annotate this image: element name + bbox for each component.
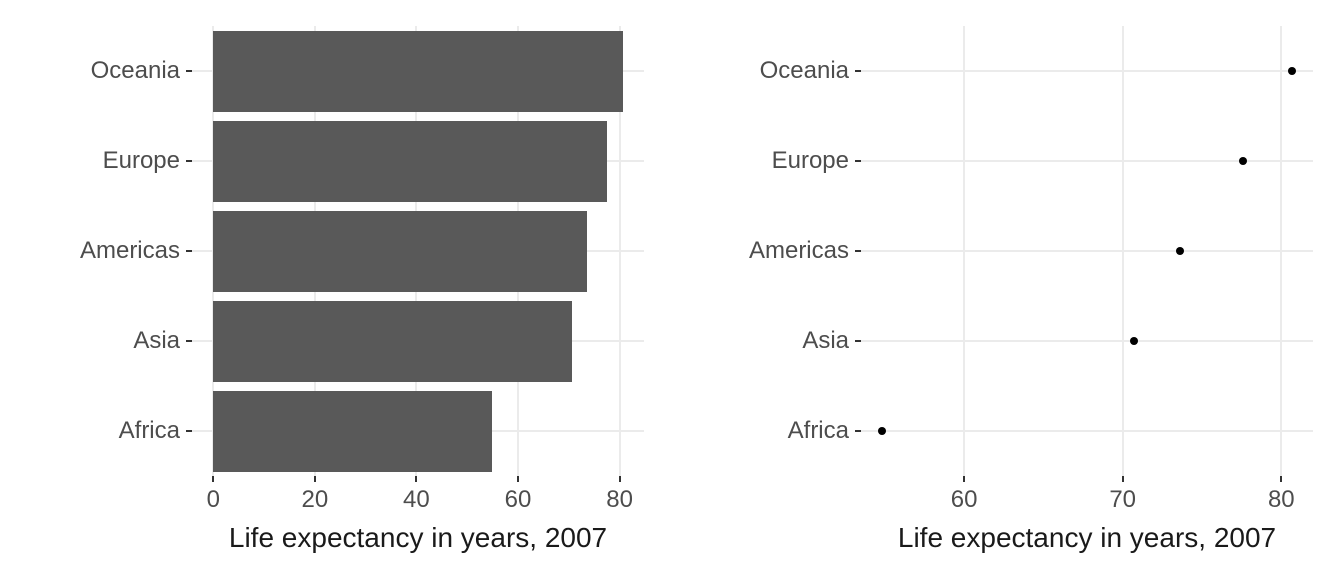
bar-x-tick-label: 40 xyxy=(403,486,430,514)
dot-americas xyxy=(1176,247,1184,255)
bar-x-tick xyxy=(415,476,417,482)
bar-x-tick-label: 80 xyxy=(606,486,633,514)
dot-x-tick xyxy=(1280,476,1282,482)
bar-x-tick xyxy=(212,476,214,482)
dot-x-tick-label: 60 xyxy=(951,486,978,514)
bar-x-title: Life expectancy in years, 2007 xyxy=(229,522,607,554)
bar-x-tick xyxy=(517,476,519,482)
dot-x-tick-label: 70 xyxy=(1109,486,1136,514)
dot-grid-h xyxy=(861,340,1313,342)
bar-y-tick-label: Oceania xyxy=(91,57,180,85)
bar-asia xyxy=(213,301,572,382)
dot-asia xyxy=(1130,337,1138,345)
bar-y-tick xyxy=(186,160,192,162)
bar-y-tick-label: Asia xyxy=(133,327,180,355)
dot-y-tick xyxy=(855,250,861,252)
bar-y-tick-label: Americas xyxy=(80,237,180,265)
dot-y-tick xyxy=(855,70,861,72)
bar-x-tick-label: 20 xyxy=(302,486,329,514)
bar-x-tick-label: 60 xyxy=(505,486,532,514)
bar-x-tick xyxy=(314,476,316,482)
dot-y-tick xyxy=(855,160,861,162)
bar-africa xyxy=(213,391,491,472)
dot-x-title: Life expectancy in years, 2007 xyxy=(898,522,1276,554)
bar-europe xyxy=(213,121,607,202)
dot-y-tick-label: Oceania xyxy=(760,57,849,85)
dot-grid-h xyxy=(861,70,1313,72)
dot-grid-h xyxy=(861,430,1313,432)
bar-y-tick xyxy=(186,70,192,72)
dot-africa xyxy=(878,427,886,435)
dot-y-tick-label: Africa xyxy=(788,417,849,445)
dot-y-tick xyxy=(855,340,861,342)
bar-oceania xyxy=(213,31,623,112)
dot-y-tick-label: Asia xyxy=(802,327,849,355)
dot-y-tick-label: Americas xyxy=(749,237,849,265)
dot-y-tick xyxy=(855,430,861,432)
bar-y-tick xyxy=(186,340,192,342)
bar-y-tick xyxy=(186,250,192,252)
bar-chart-panel xyxy=(192,26,644,476)
bar-y-tick-label: Africa xyxy=(119,417,180,445)
dot-chart-panel xyxy=(861,26,1313,476)
dot-grid-h xyxy=(861,250,1313,252)
dot-x-tick-label: 80 xyxy=(1268,486,1295,514)
dot-y-tick-label: Europe xyxy=(772,147,849,175)
dot-x-tick xyxy=(963,476,965,482)
bar-x-tick xyxy=(619,476,621,482)
bar-y-tick xyxy=(186,430,192,432)
bar-americas xyxy=(213,211,587,292)
bar-y-tick-label: Europe xyxy=(103,147,180,175)
bar-x-tick-label: 0 xyxy=(207,486,220,514)
figure: 0 20 40 60 80 Africa Asia Americas Europ… xyxy=(0,0,1344,576)
dot-x-tick xyxy=(1122,476,1124,482)
